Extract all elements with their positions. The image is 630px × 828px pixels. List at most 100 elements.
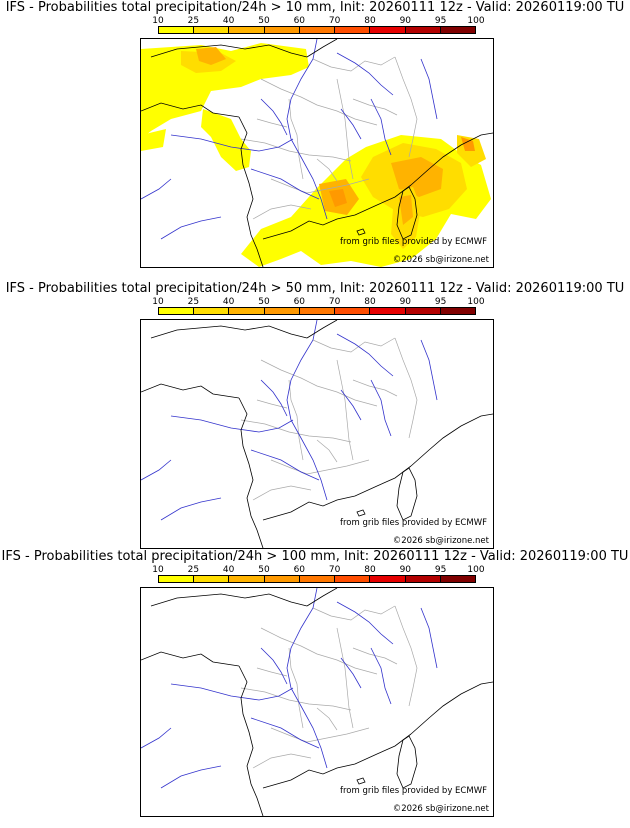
colorbar-cell <box>159 27 195 33</box>
colorbar-label: 40 <box>222 297 235 307</box>
river <box>420 339 438 401</box>
admin-border <box>260 78 378 126</box>
coastline <box>306 39 338 58</box>
admin-border <box>316 158 338 182</box>
colorbar-labels: 10 25 40 50 60 70 80 90 95 100 <box>152 565 484 575</box>
coastline <box>262 465 412 521</box>
admin-border <box>240 419 352 443</box>
colorbar-cell <box>159 308 195 314</box>
river <box>170 134 294 152</box>
river <box>336 333 394 377</box>
colorbar-label: 80 <box>364 565 376 575</box>
precip-area <box>399 195 413 225</box>
admin-border <box>256 118 288 128</box>
river <box>336 52 394 96</box>
river <box>340 108 362 140</box>
river <box>336 601 394 645</box>
admin-border <box>336 78 354 180</box>
precip-area <box>391 157 443 197</box>
coastline <box>150 44 308 58</box>
map-panel-100mm: IFS - Probabilities total precipitation/… <box>0 549 630 819</box>
colorbar-cell <box>405 576 441 582</box>
river <box>250 449 320 481</box>
admin-border <box>252 204 312 220</box>
river <box>286 588 328 769</box>
colorbar-label: 70 <box>328 16 341 26</box>
colorbar-cell <box>299 308 336 314</box>
coastline <box>238 116 264 267</box>
map-france <box>141 588 493 816</box>
colorbar-cell <box>405 27 441 33</box>
river <box>370 647 392 705</box>
colorbar-label: 10 <box>152 565 164 575</box>
river <box>340 657 362 689</box>
admin-border <box>288 647 304 729</box>
admin-border <box>270 178 370 194</box>
coastline <box>410 132 493 186</box>
map-panel-10mm: IFS - Probabilities total precipitation/… <box>0 0 630 270</box>
colorbar-label: 40 <box>222 16 235 26</box>
coastline <box>150 593 308 607</box>
colorbar-label: 100 <box>467 16 485 26</box>
map-france <box>141 320 493 548</box>
admin-border <box>240 687 352 711</box>
colorbar-label: 95 <box>434 297 447 307</box>
admin-border <box>336 627 354 729</box>
admin-border <box>256 667 288 677</box>
colorbar-label: 50 <box>258 565 270 575</box>
colorbar-label: 90 <box>399 565 412 575</box>
coastline <box>306 320 338 339</box>
colorbar-label: 25 <box>187 297 200 307</box>
map-frame: from grib files provided by ECMWF ©2026 … <box>140 319 494 549</box>
colorbar-cell <box>264 576 300 582</box>
admin-border <box>270 727 370 743</box>
precip-area <box>141 129 166 151</box>
colorbar-cell <box>229 308 265 314</box>
panel-title: IFS - Probabilities total precipitation/… <box>5 281 625 296</box>
coastline <box>141 102 240 118</box>
river <box>141 459 172 481</box>
river <box>141 727 172 749</box>
admin-border <box>312 605 396 621</box>
admin-border <box>394 337 418 439</box>
colorbar-cell <box>264 308 300 314</box>
colorbar-label: 25 <box>187 565 200 575</box>
river <box>340 389 362 421</box>
river <box>370 379 392 437</box>
coastline <box>150 325 308 339</box>
admin-border <box>352 647 398 665</box>
colorbar-cell <box>299 576 336 582</box>
colorbar-cell <box>159 576 195 582</box>
admin-border <box>260 359 378 407</box>
colorbar-cell <box>229 27 265 33</box>
river <box>260 379 288 417</box>
colorbar-label: 95 <box>434 565 447 575</box>
colorbar-label: 10 <box>152 16 164 26</box>
admin-border <box>312 56 396 72</box>
colorbar-label: 25 <box>187 16 200 26</box>
river <box>420 58 438 120</box>
precip-area <box>141 43 309 139</box>
admin-border <box>252 485 312 501</box>
precip-area <box>461 137 475 151</box>
colorbar-cell <box>194 308 230 314</box>
coastline <box>410 413 493 467</box>
colorbar-label: 95 <box>434 16 447 26</box>
admin-border <box>288 379 304 461</box>
colorbar-cell <box>335 576 371 582</box>
coastline <box>356 509 366 517</box>
colorbar-label: 100 <box>467 565 485 575</box>
colorbar-cell <box>229 576 265 582</box>
colorbar-cell <box>299 27 336 33</box>
coastline <box>410 681 493 735</box>
admin-border <box>316 439 338 463</box>
coastline <box>396 186 418 240</box>
coastline <box>141 383 240 399</box>
coastline <box>396 735 418 789</box>
source-credit: from grib files provided by ECMWF <box>340 237 487 247</box>
copyright-credit: ©2026 sb@irizone.net <box>392 536 489 546</box>
river <box>160 497 222 521</box>
river <box>286 320 328 501</box>
admin-border <box>256 399 288 409</box>
colorbar-label: 60 <box>293 297 306 307</box>
